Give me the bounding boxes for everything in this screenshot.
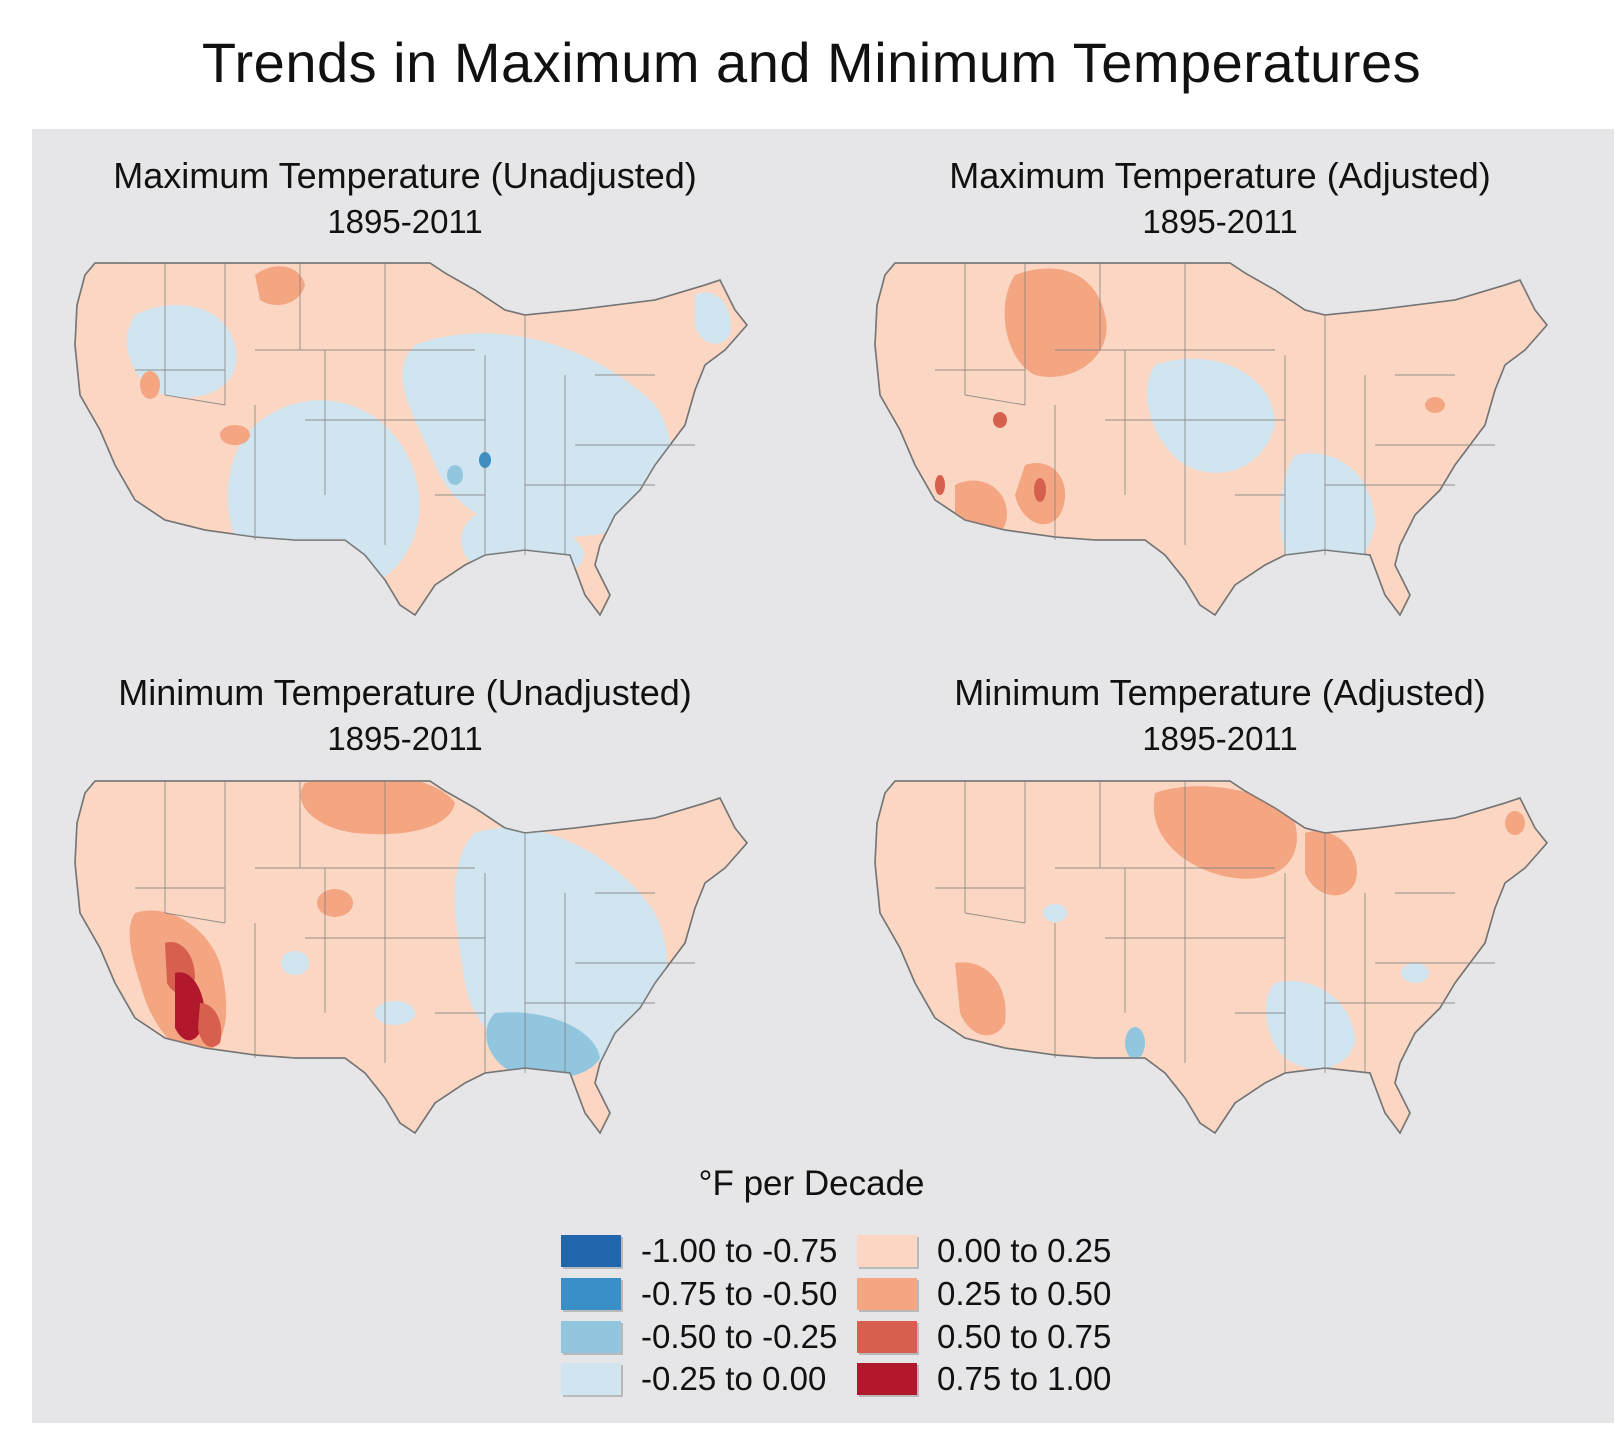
legend-swatch	[561, 1363, 621, 1395]
legend-label: -0.25 to 0.00	[641, 1360, 827, 1397]
legend-item-5: 0.25 to 0.50	[857, 1275, 1112, 1312]
map-title-max-adjusted: Maximum Temperature (Adjusted)	[949, 155, 1491, 196]
legend-item-1: -0.75 to -0.50	[561, 1275, 838, 1312]
map-title-min-unadjusted: Minimum Temperature (Unadjusted)	[118, 672, 692, 713]
legend-item-2: -0.50 to -0.25	[561, 1318, 838, 1355]
legend-item-3: -0.25 to 0.00	[561, 1360, 827, 1397]
legend-label: 0.25 to 0.50	[937, 1275, 1112, 1312]
map-years-min-adjusted: 1895-2011	[1142, 720, 1298, 757]
map-min-adjusted	[855, 773, 1575, 1153]
legend-label: -1.00 to -0.75	[641, 1232, 838, 1269]
legend-swatch	[561, 1235, 621, 1267]
legend-label: -0.75 to -0.50	[641, 1275, 838, 1312]
legend-label: -0.50 to -0.25	[641, 1318, 838, 1355]
legend-swatch	[857, 1321, 917, 1353]
legend-item-0: -1.00 to -0.75	[561, 1232, 838, 1269]
map-years-max-adjusted: 1895-2011	[1142, 203, 1298, 240]
legend-label: 0.00 to 0.25	[937, 1232, 1112, 1269]
map-years-max-unadjusted: 1895-2011	[327, 203, 483, 240]
map-title-max-unadjusted: Maximum Temperature (Unadjusted)	[113, 155, 697, 196]
legend-label: 0.75 to 1.00	[937, 1360, 1112, 1397]
main-title: Trends in Maximum and Minimum Temperatur…	[201, 31, 1422, 94]
legend-swatch	[561, 1321, 621, 1353]
map-title-min-adjusted: Minimum Temperature (Adjusted)	[954, 672, 1486, 713]
legend-item-4: 0.00 to 0.25	[857, 1232, 1112, 1269]
map-max-unadjusted	[55, 255, 775, 635]
legend-swatch	[857, 1235, 917, 1267]
legend-item-7: 0.75 to 1.00	[857, 1360, 1112, 1397]
legend-swatch	[857, 1278, 917, 1310]
map-years-min-unadjusted: 1895-2011	[327, 720, 483, 757]
legend-label: 0.50 to 0.75	[937, 1318, 1112, 1355]
map-min-unadjusted	[55, 773, 775, 1153]
legend-swatch	[561, 1278, 621, 1310]
legend-swatch	[857, 1363, 917, 1395]
legend-item-6: 0.50 to 0.75	[857, 1318, 1112, 1355]
map-max-adjusted	[855, 255, 1575, 635]
legend-title: °F per Decade	[698, 1164, 925, 1203]
